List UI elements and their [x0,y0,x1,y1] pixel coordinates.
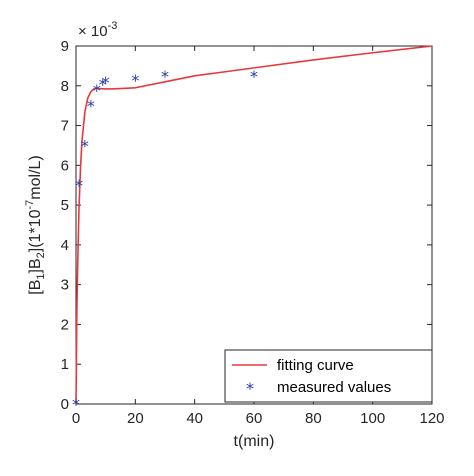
x-tick-label: 80 [305,410,322,427]
measured-value-point: * [161,67,169,86]
y-label-part-a: [B [27,280,44,295]
x-tick-label: 100 [360,410,385,427]
y-axis-exponent: × 10-3 [78,20,117,40]
x-tick-label: 60 [246,410,263,427]
y-tick-label: 1 [61,356,69,373]
series-layer: ******* * * * [72,45,433,414]
x-axis-label: t(min) [234,433,275,450]
x-tick-label: 40 [186,410,203,427]
x-tick-label: 0 [72,410,80,427]
y-tick-label: 5 [61,197,69,214]
measured-value-point: * [81,136,89,155]
axes-box [75,45,433,405]
y-label-part-b: ]B [27,258,44,273]
y-tick-label: 6 [61,157,69,174]
y-tick-label: 8 [61,78,69,95]
x-tick-label: 120 [419,410,444,427]
measured-value-point: * [75,176,83,195]
ticks: 0 20 40 60 80 100 120 0 1 2 3 4 5 6 7 8 9 [61,38,445,427]
y-label-part-d: mol/L) [27,155,44,199]
y-tick-label: 9 [61,38,69,55]
y-axis-label: [B1]B2](1*10-7mol/L) [24,155,47,294]
y-exponent-base: × 10 [78,23,108,40]
y-label-part-c: ](1*10 [27,209,44,252]
legend-fitting-curve-label: fitting curve [277,357,354,374]
x-tick-label: 20 [127,410,144,427]
y-label-sup: -7 [24,200,36,210]
y-exponent-power: -3 [108,20,118,32]
legend: fitting curve * measured values [224,349,433,403]
fitting-curve-line [75,45,433,405]
measured-value-point: * [72,395,80,414]
measured-value-point: * [99,75,107,94]
y-tick-label: 4 [61,237,69,254]
y-tick-label: 7 [61,118,69,135]
y-tick-label: 3 [61,277,69,294]
measured-value-point: * [250,67,258,86]
legend-measured-values-label: measured values [277,379,391,396]
y-label-sub-b: 2 [35,252,47,258]
measured-value-point: * [93,81,101,100]
legend-measured-values-swatch: * [246,379,254,398]
measured-value-point: * [131,71,139,90]
y-tick-label: 0 [61,396,69,413]
legend-box [224,349,433,403]
y-tick-label: 2 [61,316,69,333]
y-label-sub-a: 1 [35,273,47,279]
measured-value-point: * [87,97,95,116]
measured-value-point: * [102,73,110,92]
plot-area [75,45,433,405]
